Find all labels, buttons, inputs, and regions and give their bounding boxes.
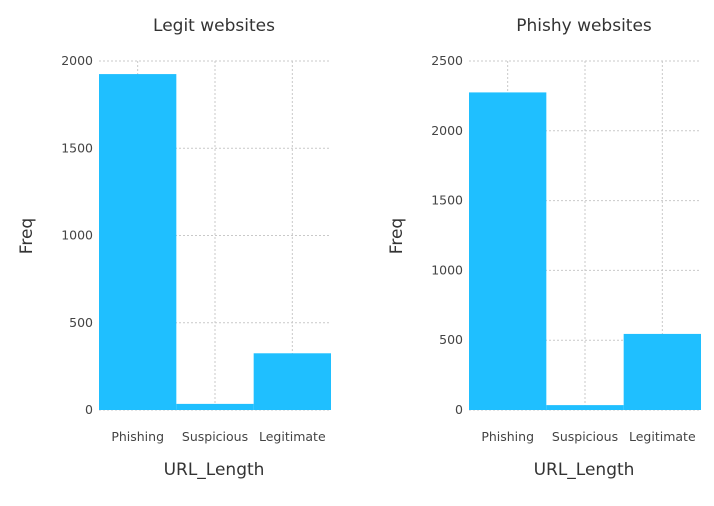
chart-title: Legit websites <box>153 16 275 36</box>
chart-legit-websites: Legit websites Freq URL_Length 0 500 1000 1… <box>17 16 331 480</box>
y-axis-label: Freq <box>387 218 407 254</box>
x-tick-label: Suspicious <box>182 429 248 444</box>
y-tick-label: 500 <box>69 315 93 330</box>
bar-suspicious <box>546 405 624 410</box>
y-tick-label: 500 <box>439 332 463 347</box>
y-tick-label: 2000 <box>431 123 463 138</box>
bar-legitimate <box>253 353 331 410</box>
x-tick-label: Legitimate <box>629 429 696 444</box>
x-axis-label: URL_Length <box>534 460 635 480</box>
x-tick-label: Phishing <box>111 429 164 444</box>
y-tick-label: 1000 <box>61 228 93 243</box>
bar-legitimate <box>623 333 701 410</box>
y-tick-label: 0 <box>85 402 93 417</box>
x-tick-label: Phishing <box>481 429 534 444</box>
plot-area: 0 500 1000 1500 2000 Phishing Suspicious Legiti… <box>61 53 331 444</box>
bar-suspicious <box>176 403 254 410</box>
y-tick-label: 0 <box>455 402 463 417</box>
chart-title: Phishy websites <box>516 16 652 36</box>
bar-phishing <box>469 92 547 410</box>
bar-phishing <box>99 74 177 411</box>
y-tick-label: 1000 <box>431 262 463 277</box>
y-tick-label: 2000 <box>61 53 93 68</box>
x-axis-label: URL_Length <box>164 460 265 480</box>
x-tick-label: Legitimate <box>259 429 326 444</box>
plot-area: 0 500 1000 1500 2000 2500 Phishing Suspicious Le… <box>431 53 701 444</box>
chart-phishy-websites: Phishy websites Freq URL_Length 0 500 1000… <box>387 16 701 480</box>
y-axis-label: Freq <box>17 218 37 254</box>
y-tick-label: 1500 <box>61 140 93 155</box>
y-tick-label: 2500 <box>431 53 463 68</box>
x-tick-label: Suspicious <box>552 429 618 444</box>
y-tick-label: 1500 <box>431 193 463 208</box>
